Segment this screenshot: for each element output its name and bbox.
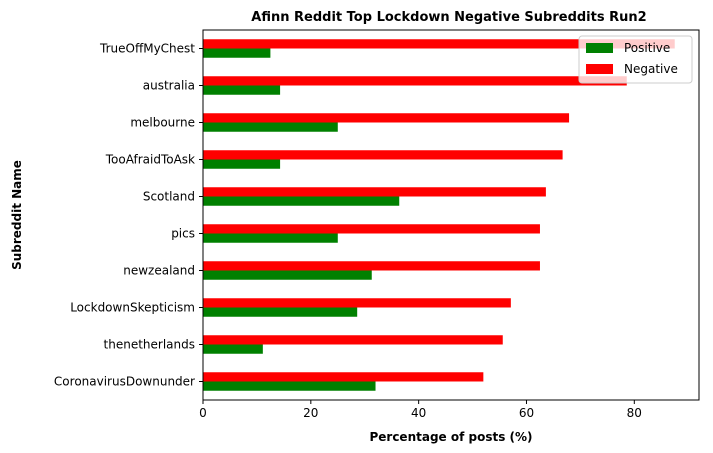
bar-positive-melbourne	[203, 122, 338, 132]
bar-negative-melbourne	[203, 113, 570, 123]
legend-label-positive: Positive	[624, 41, 670, 55]
x-axis: 0 20 40 60 80	[199, 400, 642, 420]
legend-label-negative: Negative	[624, 62, 678, 76]
y-tick-label: australia	[143, 79, 195, 93]
bar-negative-thenetherlands	[203, 335, 503, 345]
y-tick-label: thenetherlands	[104, 338, 195, 352]
y-tick-label: Scotland	[143, 190, 195, 204]
plot-frame	[202, 29, 700, 401]
bar-negative-TrueOffMyChest	[203, 39, 675, 49]
y-tick-label: CoronavirusDownunder	[54, 375, 195, 389]
y-axis: CoronavirusDownunder thenetherlands Lockdo…	[54, 42, 203, 389]
y-axis-title: Subreddit Name	[10, 160, 24, 270]
y-tick-label: newzealand	[123, 264, 195, 278]
bar-positive-pics	[203, 233, 338, 243]
bar-positive-TooAfraidToAsk	[203, 159, 281, 169]
x-tick-label: 80	[627, 406, 642, 420]
bar-positive-TrueOffMyChest	[203, 48, 271, 58]
legend-swatch-positive	[586, 43, 613, 53]
y-tick-label: LockdownSkepticism	[70, 301, 195, 315]
bar-positive-CoronavirusDownunder	[203, 381, 376, 391]
bar-positive-australia	[203, 85, 281, 95]
chart-title: Afinn Reddit Top Lockdown Negative Subre…	[251, 10, 646, 25]
bar-negative-CoronavirusDownunder	[203, 372, 484, 382]
bar-positive-newzealand	[203, 270, 372, 280]
x-tick-label: 60	[519, 406, 534, 420]
x-axis-title: Percentage of posts (%)	[369, 430, 532, 444]
legend-swatch-negative	[586, 64, 613, 74]
y-tick-label: TooAfraidToAsk	[105, 153, 195, 167]
x-tick-label: 40	[411, 406, 426, 420]
bars-group	[203, 39, 675, 391]
bar-negative-pics	[203, 224, 540, 234]
legend: Positive Negative	[578, 35, 693, 84]
bar-negative-newzealand	[203, 261, 540, 271]
x-tick-label: 0	[199, 406, 207, 420]
y-tick-label: melbourne	[130, 116, 195, 130]
x-tick-label: 20	[303, 406, 318, 420]
bar-positive-thenetherlands	[203, 344, 263, 354]
bar-negative-Scotland	[203, 187, 546, 197]
y-tick-label: pics	[171, 227, 195, 241]
bar-positive-LockdownSkepticism	[203, 307, 358, 317]
bar-negative-australia	[203, 76, 627, 86]
bar-negative-LockdownSkepticism	[203, 298, 511, 308]
y-tick-label: TrueOffMyChest	[99, 42, 195, 56]
bar-positive-Scotland	[203, 196, 400, 206]
bar-negative-TooAfraidToAsk	[203, 150, 563, 160]
